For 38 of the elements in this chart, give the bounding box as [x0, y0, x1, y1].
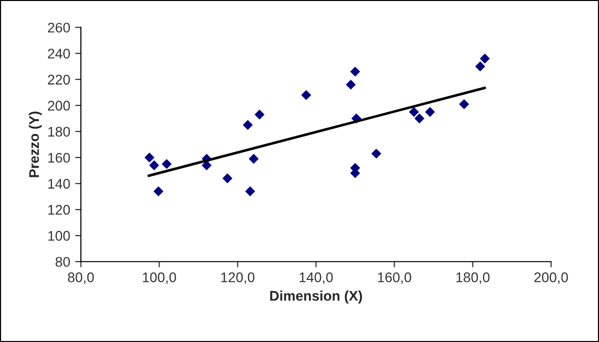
y-tick-label: 100	[48, 230, 70, 241]
point	[409, 107, 419, 117]
point	[149, 160, 160, 170]
x-tick-label: 100,0	[142, 272, 176, 284]
point	[144, 152, 154, 162]
x-tick-label: 140,0	[300, 272, 333, 284]
y-tick-label: 200	[48, 100, 70, 111]
y-tick-label: 160	[48, 152, 70, 163]
y-tick-label: 220	[48, 74, 70, 85]
point	[346, 80, 356, 90]
point	[371, 148, 382, 158]
x-tick-label: 200,0	[534, 272, 568, 284]
point	[480, 54, 490, 64]
point	[475, 62, 486, 72]
point	[242, 120, 253, 130]
point	[350, 66, 360, 76]
x-tick-label: 160,0	[378, 272, 412, 284]
point	[222, 173, 232, 184]
point	[301, 90, 312, 100]
point	[459, 99, 469, 110]
y-tick-label: 260	[48, 22, 70, 33]
point	[245, 186, 256, 196]
point	[425, 107, 435, 117]
y-tick-label: 240	[48, 48, 70, 59]
point	[414, 114, 424, 124]
y-tick-label: 180	[48, 126, 70, 137]
point	[162, 159, 172, 169]
x-tick-label: 120,0	[221, 272, 254, 284]
y-tick-label: 140	[48, 178, 70, 189]
point	[154, 186, 164, 196]
x-tick-label: 180,0	[456, 272, 490, 284]
point	[254, 110, 264, 120]
y-axis-title: Prezzo (Y)	[28, 112, 42, 178]
y-tick-label: 120	[48, 204, 70, 215]
y-tick-label: 80	[56, 256, 70, 267]
point	[248, 154, 259, 164]
x-tick-label: 80,0	[68, 272, 94, 284]
x-axis-title: Dimension (X)	[270, 290, 362, 304]
